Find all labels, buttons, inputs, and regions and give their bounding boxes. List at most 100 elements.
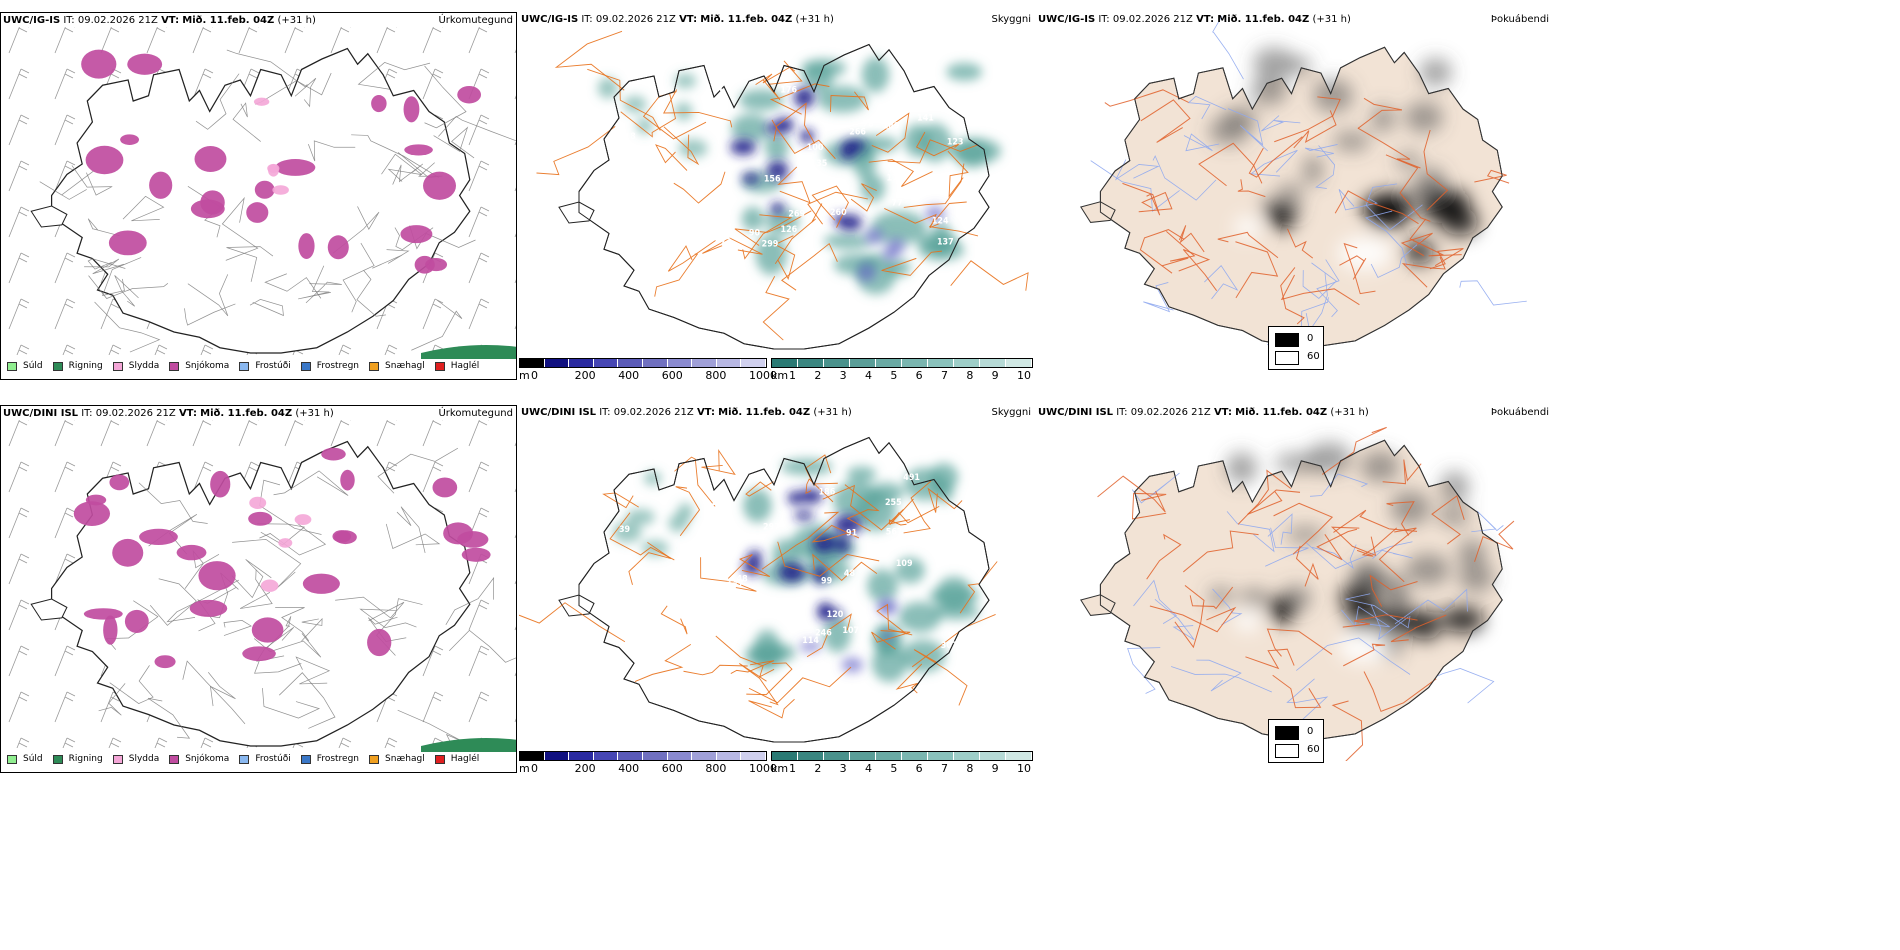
fog-legend-swatch-high xyxy=(1275,726,1299,740)
cloud-visibility-panel: 618 73 77 78 118 137 141 176 260 266 299 120 90 272 26… xyxy=(519,12,1033,382)
legend-label: Snæhagl xyxy=(385,754,425,764)
panel-title-cloud: Skyggni xyxy=(991,407,1031,418)
cloudbase_bar-colorbar: m 0 200 400 600 800 1000 xyxy=(519,358,777,382)
colorbar-tick: 400 xyxy=(618,369,640,382)
run-header: UWC/IG-IS IT: 09.02.2026 21Z VT: Mið. 11… xyxy=(1038,14,1351,25)
lead-time: (+31 h) xyxy=(277,15,316,26)
precip-type-panel: UWC/IG-IS IT: 09.02.2026 21Z VT: Mið. 11… xyxy=(0,12,517,380)
precip-type-map xyxy=(1,27,516,359)
model-name: UWC/DINI ISL xyxy=(1038,407,1114,418)
colorbar-tick: 9 xyxy=(991,369,999,382)
cloud-base-label: 135 xyxy=(811,158,828,168)
init-label: IT: xyxy=(63,15,75,26)
iceland-outline xyxy=(1080,15,1527,347)
iceland-outline: 39 491 297 567 255 48 109 74 114 376 180 138 239 246 2… xyxy=(519,436,998,743)
model-name: UWC/IG-IS xyxy=(521,14,579,25)
colorbar-tick: 5 xyxy=(890,369,898,382)
colorbar-unit: m xyxy=(519,762,530,775)
colorbar-tick: 1000 xyxy=(749,762,777,775)
cloud-base-label: 90 xyxy=(749,228,760,238)
cloud-base-label: 297 xyxy=(763,522,780,532)
cloud-base-label: 246 xyxy=(815,627,832,637)
cloudbase_bar-colorbar: m 0 200 400 600 800 1000 xyxy=(519,751,777,775)
colorbar-tick: 7 xyxy=(941,762,948,775)
init-time: 09.02.2026 21Z xyxy=(1112,14,1193,25)
panel-title-cloud: Skyggni xyxy=(991,14,1031,25)
legend-item: Rigning xyxy=(52,361,103,371)
model-name: UWC/DINI ISL xyxy=(521,407,597,418)
lead-time: (+31 h) xyxy=(795,14,834,25)
cloud-base-label: 77 xyxy=(723,541,734,551)
run-header: UWC/IG-IS IT: 09.02.2026 21Z VT: Mið. 11… xyxy=(521,14,834,25)
cloud-visibility-panel: 39 491 297 567 255 48 109 74 114 376 180 138 239 246 2… xyxy=(519,405,1033,775)
cloud-base-label: 156 xyxy=(764,173,781,183)
lead-time: (+31 h) xyxy=(813,407,852,418)
legend-swatch xyxy=(300,754,311,764)
legend-item: Frostúði xyxy=(239,754,291,764)
colorbar-tick: 6 xyxy=(915,369,923,382)
fog-legend-label-high: 0 xyxy=(1307,726,1314,737)
cloud-base-label: 376 xyxy=(723,631,740,641)
legend-item: Súld xyxy=(7,361,43,371)
colorbar-tick: 400 xyxy=(618,762,640,775)
valid-time: Mið. 11.feb. 04Z xyxy=(1235,407,1328,418)
legend-label: Snjókoma xyxy=(185,361,230,371)
cloud-base-label: 137 xyxy=(937,236,954,246)
cloud-base-label: 107 xyxy=(842,625,859,635)
cloud-base-label: 239 xyxy=(728,614,745,624)
cloud-base-label: 120 xyxy=(827,609,844,619)
legend-label: Frostúði xyxy=(255,361,291,371)
cloud-base-label: 78 xyxy=(863,118,874,128)
cloud-base-label: 148 xyxy=(731,573,748,583)
cloud-base-label: 255 xyxy=(885,497,902,507)
fog-legend-label-high: 0 xyxy=(1307,333,1314,344)
colorbar-tick: 4 xyxy=(865,762,872,775)
init-label: IT: xyxy=(581,14,593,25)
fog-legend: 0 60 xyxy=(1268,719,1324,763)
cloud-base-label: 99 xyxy=(821,575,832,585)
colorbar-tick: 10 xyxy=(1017,762,1031,775)
init-time: 09.02.2026 21Z xyxy=(1130,407,1211,418)
fog-indicator-map xyxy=(1080,426,1515,761)
valid-label: VT: xyxy=(178,408,197,419)
panel-title-fog: Þokuábendi xyxy=(1490,407,1549,418)
cloud-base-label: 189 xyxy=(883,121,900,131)
model-name: UWC/DINI ISL xyxy=(3,408,79,419)
init-label: IT: xyxy=(1116,407,1128,418)
legend-label: Haglél xyxy=(450,754,480,764)
colorbar-tick: 3 xyxy=(839,762,847,775)
legend-swatch xyxy=(52,361,63,371)
model-name: UWC/IG-IS xyxy=(3,15,61,26)
cloud-base-label: 180 xyxy=(751,608,768,618)
cloud-base-labels: 39 491 297 567 255 48 109 74 114 376 180 138 239 246 2… xyxy=(619,472,958,663)
cloud-base-label: 91 xyxy=(846,528,857,538)
precip-type-panel: UWC/DINI ISL IT: 09.02.2026 21Z VT: Mið.… xyxy=(0,405,517,773)
valid-label: VT: xyxy=(1213,407,1232,418)
legend-item: Snæhagl xyxy=(369,361,425,371)
legend-swatch xyxy=(52,754,63,764)
valid-label: VT: xyxy=(1196,14,1215,25)
legend-item: Súld xyxy=(7,754,43,764)
colorbar-tick: 8 xyxy=(966,762,974,775)
cloud-base-label: 141 xyxy=(917,112,934,122)
legend-label: Frostregn xyxy=(316,361,360,371)
colorbar-tick: 600 xyxy=(661,762,683,775)
cloud-base-label: 73 xyxy=(720,236,731,246)
snow-areas xyxy=(81,49,482,274)
cloud-base-label: 138 xyxy=(728,589,745,599)
fog-legend-swatch-high xyxy=(1275,333,1299,347)
legend-label: Snæhagl xyxy=(385,361,425,371)
legend-swatch xyxy=(112,361,123,371)
colorbar-tick: 1 xyxy=(789,369,796,382)
cloud-base-label: 74 xyxy=(714,653,725,663)
valid-time: Mið. 11.feb. 04Z xyxy=(182,15,275,26)
legend-item: Rigning xyxy=(52,754,103,764)
fog-legend-label-low: 60 xyxy=(1307,351,1320,362)
legend-swatch xyxy=(7,361,17,371)
run-header: UWC/DINI ISL IT: 09.02.2026 21Z VT: Mið.… xyxy=(521,407,852,418)
fog-legend-label-low: 60 xyxy=(1307,744,1320,755)
legend-item: Slydda xyxy=(112,361,159,371)
fog-indicator-map xyxy=(1080,15,1527,347)
init-time: 09.02.2026 21Z xyxy=(95,408,176,419)
legend-swatch xyxy=(239,754,250,764)
